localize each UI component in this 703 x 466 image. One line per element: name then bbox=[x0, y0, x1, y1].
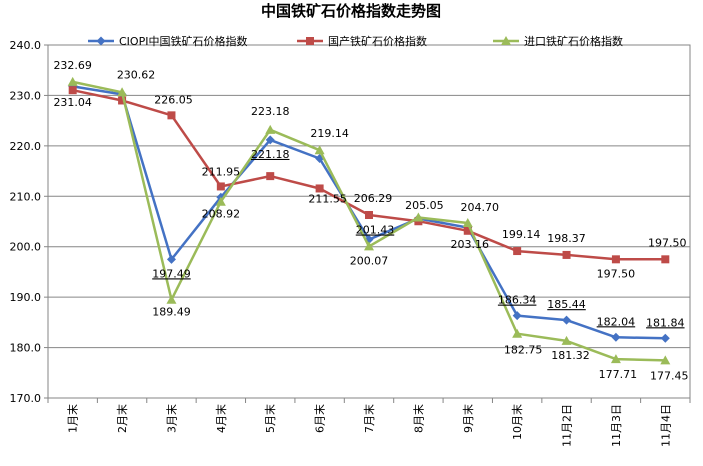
data-point bbox=[611, 255, 620, 264]
data-label: 223.18 bbox=[251, 105, 290, 118]
data-label: 232.69 bbox=[53, 59, 92, 72]
data-label: 177.45 bbox=[650, 369, 689, 382]
x-tick-label: 11月3日 bbox=[610, 404, 623, 447]
data-point bbox=[166, 294, 177, 304]
data-point bbox=[265, 124, 276, 134]
data-point bbox=[512, 328, 523, 338]
data-label: 185.44 bbox=[547, 298, 586, 311]
x-tick-label: 8月末 bbox=[411, 404, 425, 433]
data-point bbox=[265, 135, 275, 145]
data-point bbox=[660, 333, 670, 343]
x-tick-label: 7月末 bbox=[362, 404, 376, 433]
data-point bbox=[68, 86, 77, 95]
data-point bbox=[513, 247, 522, 256]
data-label: 197.49 bbox=[152, 267, 191, 280]
data-point bbox=[562, 315, 572, 325]
grid-layer bbox=[47, 44, 691, 399]
data-label-layer: 197.49 221.18 201.43 186.34 185.44 182.04 181.… bbox=[53, 59, 688, 383]
data-label: 205.05 bbox=[405, 199, 444, 212]
legend: CIOPI中国铁矿石价格指数 国产铁矿石价格指数 进口铁矿石价格指数 bbox=[88, 34, 623, 48]
data-point bbox=[413, 212, 424, 222]
data-label: 211.95 bbox=[202, 165, 241, 178]
data-label: 198.37 bbox=[547, 232, 586, 245]
legend-label: 进口铁矿石价格指数 bbox=[524, 34, 623, 48]
data-point bbox=[215, 196, 226, 206]
x-tick-label: 2月末 bbox=[115, 404, 129, 433]
data-point bbox=[315, 184, 324, 193]
data-label: 189.49 bbox=[152, 306, 191, 319]
data-label: 208.92 bbox=[202, 208, 241, 221]
data-point bbox=[611, 332, 621, 342]
data-point bbox=[660, 355, 671, 365]
data-label: 186.34 bbox=[498, 294, 537, 307]
y-tick-label: 220.0 bbox=[10, 140, 42, 153]
data-label: 230.62 bbox=[117, 68, 156, 81]
y-tick-label: 190.0 bbox=[10, 291, 42, 304]
chart-title: 中国铁矿石价格指数走势图 bbox=[261, 2, 441, 20]
data-label: 197.50 bbox=[597, 267, 636, 280]
data-point bbox=[661, 255, 670, 264]
data-label: 201.43 bbox=[356, 224, 395, 237]
legend-label: CIOPI中国铁矿石价格指数 bbox=[119, 34, 247, 48]
legend-swatch-marker bbox=[96, 36, 106, 46]
x-tick-label: 1月末 bbox=[66, 404, 80, 433]
data-point bbox=[562, 250, 571, 259]
data-point bbox=[314, 145, 325, 155]
x-tick-label: 11月4日 bbox=[659, 404, 672, 447]
y-tick-label: 170.0 bbox=[10, 392, 42, 405]
y-tick-label: 200.0 bbox=[10, 241, 42, 254]
y-tick-label: 240.0 bbox=[10, 39, 42, 52]
x-tick-label: 5月末 bbox=[263, 404, 277, 433]
y-tick-label: 230.0 bbox=[10, 89, 42, 102]
x-tick-label: 9月末 bbox=[461, 404, 475, 433]
x-tick-label: 3月末 bbox=[164, 404, 178, 433]
legend-swatch-marker bbox=[306, 37, 314, 45]
data-point bbox=[216, 182, 225, 191]
data-label: 226.05 bbox=[154, 93, 193, 106]
x-tick-label: 10月末 bbox=[510, 404, 524, 440]
data-point bbox=[365, 210, 373, 219]
y-tick-label: 210.0 bbox=[10, 190, 42, 203]
data-point bbox=[118, 96, 127, 105]
legend-label: 国产铁矿石价格指数 bbox=[328, 34, 427, 48]
data-point bbox=[364, 241, 374, 251]
data-label: 219.14 bbox=[310, 127, 349, 140]
x-tick-label: 11月2日 bbox=[561, 404, 574, 447]
data-label: 221.18 bbox=[251, 148, 290, 161]
data-label: 231.04 bbox=[53, 96, 92, 109]
data-point bbox=[67, 76, 78, 86]
legend-swatch-marker bbox=[501, 36, 511, 45]
data-label: 203.16 bbox=[451, 238, 490, 251]
data-label: 181.32 bbox=[551, 349, 590, 362]
data-label: 182.04 bbox=[597, 315, 636, 328]
data-label: 197.50 bbox=[648, 236, 687, 249]
series-layer bbox=[67, 76, 671, 365]
data-label: 177.71 bbox=[599, 368, 638, 381]
data-point bbox=[462, 218, 473, 228]
plot-area bbox=[47, 44, 691, 399]
x-tick-label: 4月末 bbox=[214, 404, 228, 433]
data-point bbox=[266, 172, 275, 181]
data-point bbox=[512, 311, 522, 321]
data-label: 206.29 bbox=[354, 192, 393, 205]
data-label: 182.75 bbox=[504, 344, 543, 357]
data-point bbox=[610, 354, 621, 364]
data-point bbox=[117, 87, 128, 97]
x-tick-label: 6月末 bbox=[313, 404, 327, 433]
data-label: 204.70 bbox=[461, 201, 500, 214]
data-point bbox=[167, 111, 176, 120]
data-point bbox=[463, 226, 472, 235]
data-label: 200.07 bbox=[350, 254, 389, 267]
data-label: 211.55 bbox=[308, 192, 347, 205]
y-tick-label: 180.0 bbox=[10, 342, 42, 355]
data-point bbox=[166, 254, 176, 264]
data-label: 181.84 bbox=[646, 316, 685, 329]
axis-layer: 170.0 180.0 190.0 200.0 210.0 220.0 230.0 240.0… bbox=[10, 39, 691, 447]
data-point bbox=[561, 335, 572, 345]
data-label: 199.14 bbox=[502, 228, 541, 241]
